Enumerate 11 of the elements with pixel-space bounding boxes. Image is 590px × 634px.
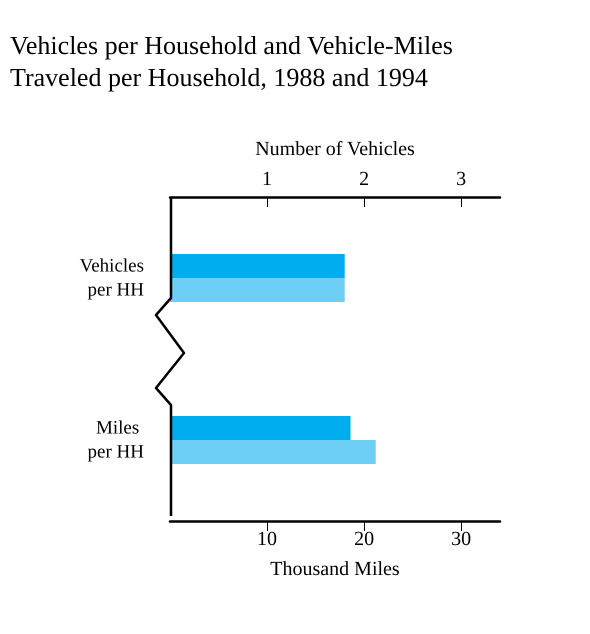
x2-tick-label: 3 [456, 168, 466, 190]
chart-title: Vehicles per Household and Vehicle-Miles Traveled per Household, 1988 and 1994 [10, 30, 454, 94]
x-tick-label: 20 [354, 528, 374, 550]
x2-axis-title: Number of Vehicles [255, 138, 416, 160]
x-tick-label: 10 [257, 528, 278, 550]
y-tick-label: Vehicles per HH [80, 256, 144, 300]
x2-tick-label: 2 [359, 168, 370, 190]
x2-tick-label: 1 [262, 168, 272, 190]
x-axis-title: Thousand Miles [270, 558, 400, 580]
x-tick-label: 30 [451, 528, 472, 550]
y-tick-label: Miles per HH [88, 418, 144, 462]
